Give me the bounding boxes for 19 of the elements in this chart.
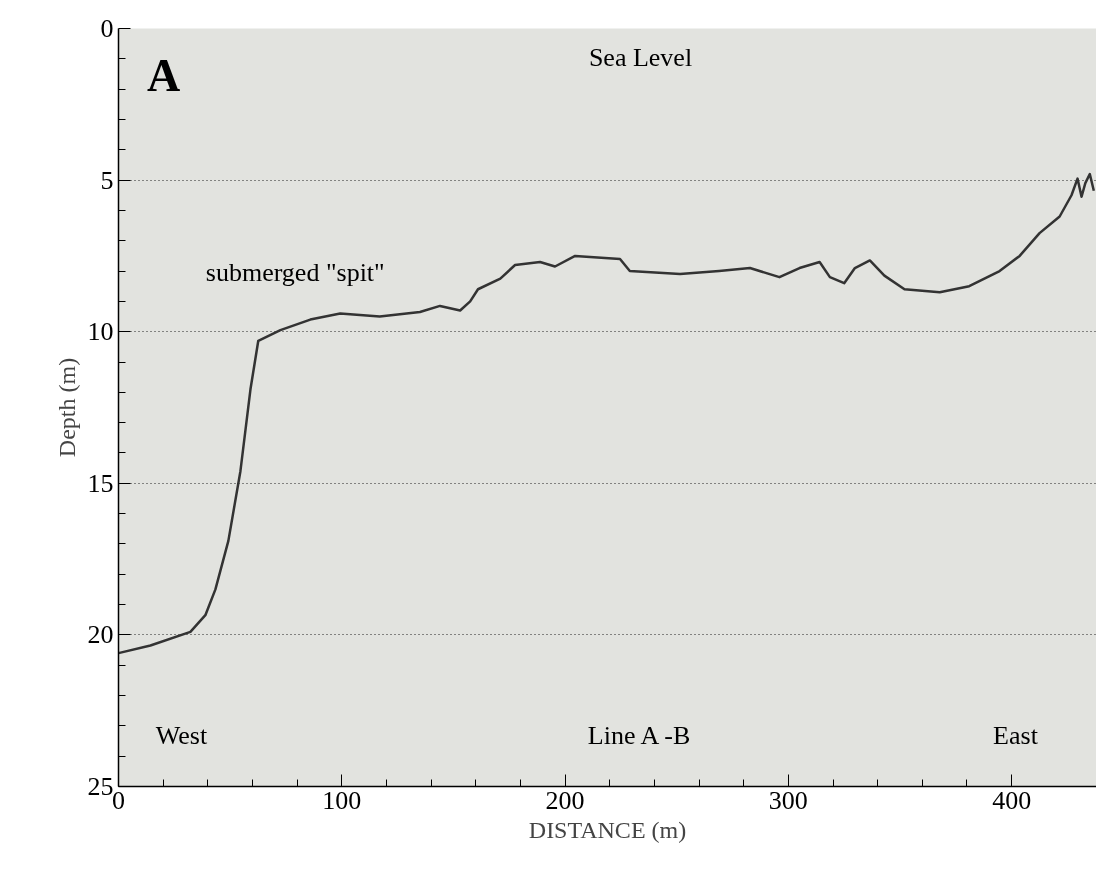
annotation: West [155, 721, 208, 750]
line-series [118, 172, 1096, 655]
x-tick-label: 300 [768, 785, 808, 815]
x-tick-label: 200 [545, 785, 585, 815]
y-tick-label: 20 [87, 620, 114, 650]
annotation: Sea Level [588, 43, 693, 72]
annotation: Line A -B [587, 721, 691, 750]
x-tick-label: 400 [992, 785, 1032, 815]
annotation: A [146, 50, 181, 101]
y-tick-label: 25 [87, 772, 114, 801]
y-tick-label: 5 [100, 165, 114, 195]
x-axis-title: DISTANCE (m) [528, 816, 687, 843]
annotation: submerged "spit" [205, 258, 385, 287]
x-tick-label: 100 [322, 785, 362, 815]
y-axis-title: Depth (m) [53, 357, 80, 458]
y-tick-label: 0 [100, 14, 114, 43]
y-tick-label: 15 [87, 468, 114, 498]
y-tick-label: 10 [87, 317, 114, 347]
annotation: East [993, 721, 1039, 750]
